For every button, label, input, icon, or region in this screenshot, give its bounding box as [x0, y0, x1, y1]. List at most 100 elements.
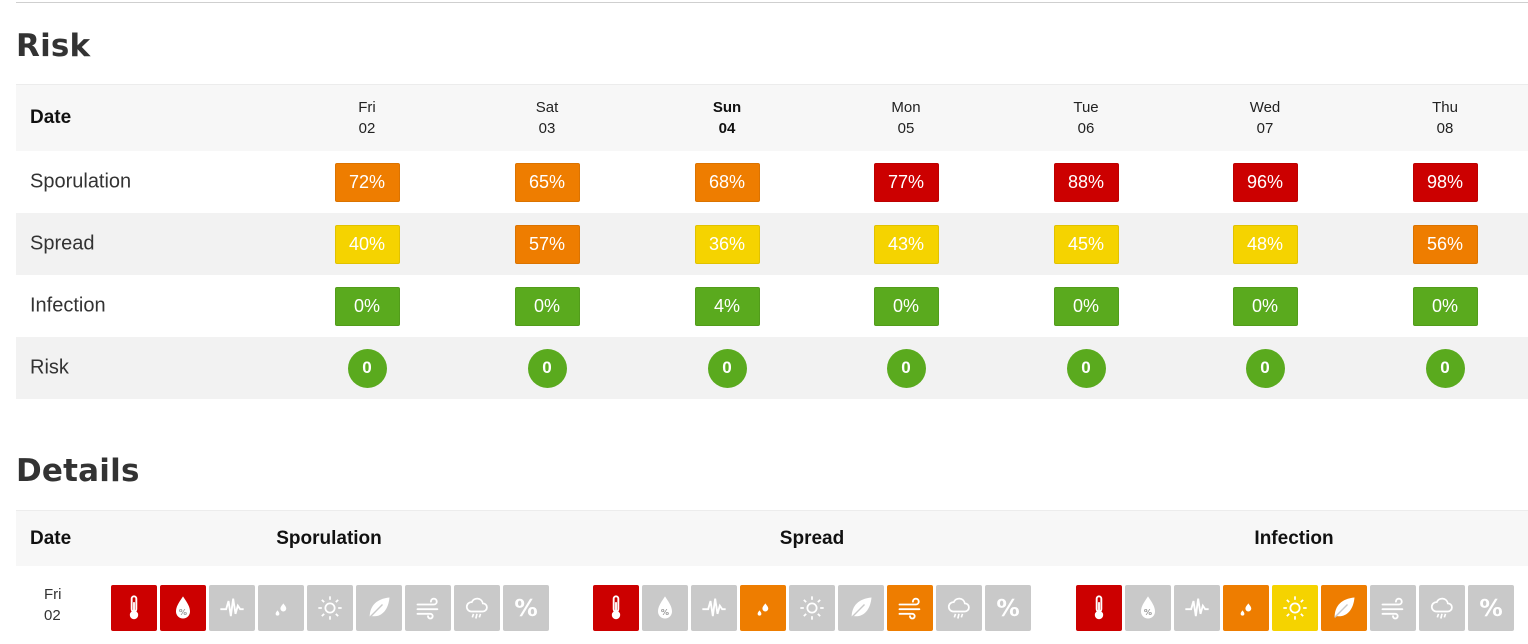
pulse-icon[interactable] — [691, 585, 737, 631]
rain-cloud-icon[interactable] — [1419, 585, 1465, 631]
wind-icon[interactable] — [405, 585, 451, 631]
percentage-badge: 36% — [694, 224, 760, 264]
risk-row-spread: Spread 40% 57% 36% 43% 45% 48% 56% — [16, 213, 1528, 275]
leaf-icon[interactable] — [356, 585, 402, 631]
row-label: Sporulation — [30, 170, 132, 193]
thermometer-icon[interactable] — [111, 585, 157, 631]
day-header-sat: Sat 03 — [487, 85, 607, 151]
percentage-badge: 72% — [334, 162, 400, 202]
day-of-week: Tue — [1073, 99, 1099, 116]
day-header-fri: Fri 02 — [307, 85, 427, 151]
risk-cell: 45% — [1026, 213, 1146, 275]
risk-cell: 0 — [307, 337, 427, 399]
risk-cell: 36% — [667, 213, 787, 275]
top-divider — [16, 2, 1528, 3]
leaf-icon[interactable] — [1321, 585, 1367, 631]
risk-cell: 4% — [667, 275, 787, 337]
risk-cell: 56% — [1385, 213, 1505, 275]
day-of-week: Sat — [535, 99, 559, 116]
svg-text:%: % — [514, 594, 537, 622]
risk-score-badge: 0 — [886, 348, 926, 388]
droplets-icon[interactable] — [258, 585, 304, 631]
risk-cell: 43% — [846, 213, 966, 275]
risk-cell: 0 — [1205, 337, 1325, 399]
day-number: 04 — [718, 120, 736, 137]
percentage-badge: 0% — [334, 286, 400, 326]
wind-icon[interactable] — [1370, 585, 1416, 631]
risk-cell: 57% — [487, 213, 607, 275]
day-header-wed: Wed 07 — [1205, 85, 1325, 151]
risk-row-risk: Risk 0 0 0 0 0 0 0 — [16, 337, 1528, 399]
percent-icon[interactable]: % — [1468, 585, 1514, 631]
percentage-badge: 40% — [334, 224, 400, 264]
sporulation-icon-group: %% — [111, 585, 549, 631]
percent-icon[interactable]: % — [985, 585, 1031, 631]
day-number: 06 — [1077, 120, 1095, 137]
row-label: Risk — [30, 356, 69, 379]
day-number: 05 — [897, 120, 915, 137]
percentage-badge: 88% — [1053, 162, 1119, 202]
percent-icon[interactable]: % — [503, 585, 549, 631]
day-of-week: Sun — [712, 99, 742, 116]
thermometer-icon[interactable] — [1076, 585, 1122, 631]
humidity-drop-icon[interactable]: % — [1125, 585, 1171, 631]
thermometer-icon[interactable] — [593, 585, 639, 631]
sun-icon[interactable] — [1272, 585, 1318, 631]
humidity-drop-icon[interactable]: % — [160, 585, 206, 631]
date-column-header: Date — [30, 527, 72, 549]
risk-cell: 98% — [1385, 151, 1505, 213]
percentage-badge: 0% — [1412, 286, 1478, 326]
pulse-icon[interactable] — [209, 585, 255, 631]
risk-cell: 65% — [487, 151, 607, 213]
rain-cloud-icon[interactable] — [454, 585, 500, 631]
risk-cell: 77% — [846, 151, 966, 213]
svg-text:%: % — [661, 607, 669, 617]
percentage-badge: 0% — [1232, 286, 1298, 326]
droplets-icon[interactable] — [740, 585, 786, 631]
risk-cell: 0 — [846, 337, 966, 399]
risk-cell: 0% — [1026, 275, 1146, 337]
risk-section-title: Risk — [16, 28, 91, 64]
percentage-badge: 96% — [1232, 162, 1298, 202]
day-number: 03 — [538, 120, 556, 137]
percentage-badge: 77% — [873, 162, 939, 202]
risk-cell: 0 — [1385, 337, 1505, 399]
day-of-week: Fri — [44, 586, 62, 603]
percentage-badge: 65% — [514, 162, 580, 202]
infection-column-header: Infection — [1254, 527, 1334, 549]
percentage-badge: 57% — [514, 224, 580, 264]
date-column-header: Date — [30, 107, 72, 128]
percentage-badge: 43% — [873, 224, 939, 264]
pulse-icon[interactable] — [1174, 585, 1220, 631]
day-header-sun: Sun 04 — [667, 85, 787, 151]
details-table: Date Sporulation Spread Infection Fri 02%… — [16, 510, 1528, 644]
humidity-drop-icon[interactable]: % — [642, 585, 688, 631]
infection-icon-group: %% — [1076, 585, 1514, 631]
sun-icon[interactable] — [307, 585, 353, 631]
risk-cell: 0 — [1026, 337, 1146, 399]
risk-cell: 0% — [846, 275, 966, 337]
details-table-header: Date Sporulation Spread Infection — [16, 510, 1528, 566]
day-of-week: Thu — [1432, 99, 1458, 116]
risk-row-sporulation: Sporulation 72% 65% 68% 77% 88% 96% 98% — [16, 151, 1528, 213]
sun-icon[interactable] — [789, 585, 835, 631]
leaf-icon[interactable] — [838, 585, 884, 631]
percentage-badge: 68% — [694, 162, 760, 202]
percentage-badge: 0% — [873, 286, 939, 326]
day-number: 07 — [1256, 120, 1274, 137]
risk-score-badge: 0 — [527, 348, 567, 388]
risk-score-badge: 0 — [1066, 348, 1106, 388]
day-header-mon: Mon 05 — [846, 85, 966, 151]
rain-cloud-icon[interactable] — [936, 585, 982, 631]
wind-icon[interactable] — [887, 585, 933, 631]
day-number: 02 — [44, 607, 61, 624]
risk-cell: 0% — [487, 275, 607, 337]
risk-cell: 0% — [1385, 275, 1505, 337]
svg-text:%: % — [1479, 594, 1502, 622]
day-number: 02 — [358, 120, 376, 137]
spread-icon-group: %% — [593, 585, 1031, 631]
risk-cell: 48% — [1205, 213, 1325, 275]
svg-text:%: % — [1144, 607, 1152, 617]
percentage-badge: 98% — [1412, 162, 1478, 202]
droplets-icon[interactable] — [1223, 585, 1269, 631]
